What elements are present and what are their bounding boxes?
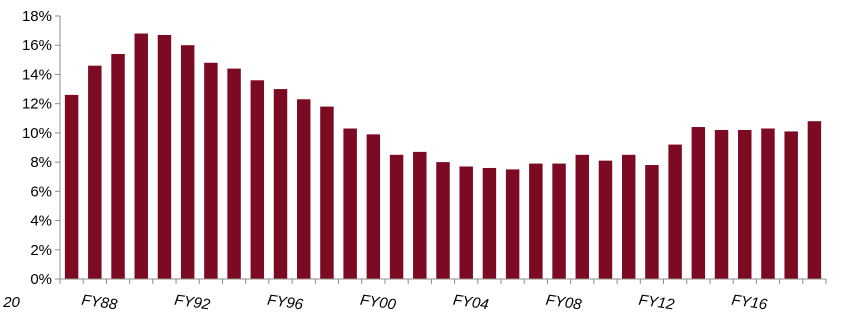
bar-fy91: [157, 34, 172, 279]
bar-fy99: [343, 128, 357, 279]
bar-fy10: [598, 160, 613, 279]
bar-fy11: [621, 154, 636, 279]
bar-fy94: [227, 68, 241, 279]
bar-fy89: [111, 53, 125, 279]
y-tick-label: 6%: [30, 183, 52, 200]
x-axis: FY88 FY92 FY96 FY00 FY04 FY08 FY12 FY16 FY 20: [0, 278, 827, 314]
bar-fy13: [668, 144, 682, 279]
bar-fy03: [436, 162, 450, 279]
bar-fy04: [459, 166, 473, 279]
bar-fy98: [320, 106, 334, 279]
bar-fy12: [645, 165, 659, 279]
bar-fy97: [297, 99, 311, 279]
bar-fy06: [505, 169, 520, 279]
bar-fy00: [366, 134, 381, 279]
y-axis: 0% 2% 4% 6% 8% 10% 12% 14% 16% 18%: [22, 8, 61, 288]
bar-fy07: [529, 163, 543, 279]
x-tick-label: FY88: [81, 292, 120, 314]
bar-fy14: [691, 127, 706, 279]
bar-fy15: [714, 129, 729, 279]
bar-fy96: [273, 89, 288, 279]
bar-fy88: [88, 65, 102, 280]
y-tick-label: 16%: [22, 37, 52, 54]
x-tick-label: FY96: [266, 292, 305, 314]
bar-fy02: [413, 151, 427, 279]
bar-fy95: [250, 80, 265, 279]
bar-fy01: [389, 154, 404, 279]
bar-fy16: [738, 129, 752, 279]
bar-fy08: [552, 163, 566, 279]
x-tick-label: FY16: [730, 292, 769, 314]
y-tick-label: 12%: [22, 96, 52, 113]
y-tick-label: 0%: [30, 271, 52, 288]
bar-fy87: [64, 94, 79, 280]
x-tick-label: FY08: [545, 292, 584, 314]
bar-fy05: [482, 167, 497, 279]
y-tick-label: 4%: [30, 213, 52, 230]
bar-fy18: [784, 131, 798, 279]
bar-fy93: [204, 62, 218, 280]
bar-fy17: [761, 128, 775, 279]
y-tick-label: 2%: [30, 242, 52, 259]
bar-fy90: [134, 33, 148, 279]
y-tick-label: 14%: [22, 66, 52, 83]
x-tick-label: FY12: [638, 292, 677, 314]
x-tick-label: FY 20: [0, 294, 21, 311]
bars: [64, 33, 822, 280]
y-tick-label: 10%: [22, 125, 52, 142]
bar-fy09: [575, 154, 589, 279]
bar-fy19: [807, 121, 822, 279]
x-tick-label: FY00: [359, 292, 398, 314]
x-tick-label: FY04: [452, 292, 490, 314]
bar-fy92: [180, 45, 195, 279]
x-tick-label: FY92: [173, 292, 212, 314]
y-tick-label: 8%: [30, 154, 52, 171]
y-tick-label: 18%: [22, 8, 52, 25]
